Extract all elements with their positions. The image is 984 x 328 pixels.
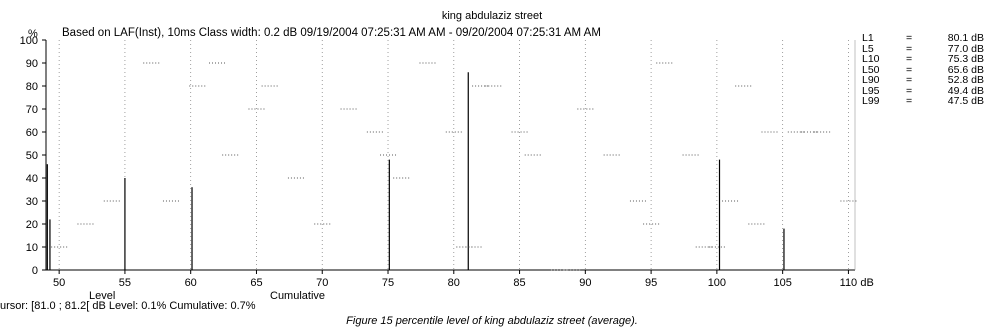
y-tick-label: 60 [26,127,38,139]
stat-label: L90 [862,74,880,86]
percentile-stats: L1 = 80.1 dB L5 = 77.0 dB L10 = 75.3 dB L50 = 65.6 … [862,33,984,107]
stat-equals: = [906,63,913,76]
y-tick-label: 30 [26,196,38,208]
stat-row: L10 = 75.3 dB [862,54,984,65]
cumulative-label: Cumulative [270,290,326,302]
x-tick-label: 50 [53,277,65,289]
y-tick-label: 100 [20,35,38,47]
stat-value: 80.1 dB [947,32,984,44]
stat-equals: = [906,95,913,107]
stat-value: 47.5 dB [947,95,984,107]
chart-subtitle: Based on LAF(Inst), 10ms Class width: 0.… [62,27,601,39]
stat-equals: = [906,32,913,44]
stat-row: L5 = 77.0 dB [862,42,984,55]
stat-row: L1 = 80.1 dB [862,33,984,44]
stat-label: L10 [862,53,880,65]
x-tick-label: 100 [708,277,726,289]
y-tick-label: 20 [26,219,38,231]
chart-title: king abdulaziz street [441,10,543,22]
stat-label: L5 [862,42,874,55]
x-tick-label: 55 [119,277,131,289]
x-tick-label: 65 [250,277,262,289]
x-tick-label: 105 [773,277,791,289]
stat-equals: = [906,42,913,55]
stat-row: L90 = 52.8 dB [862,75,984,86]
stat-equals: = [906,74,913,86]
y-axis-label: % [28,28,38,40]
y-tick-label: 50 [26,150,38,162]
x-tick-label: 60 [185,277,197,289]
stat-value: 77.0 dB [947,42,984,55]
stat-equals: = [906,84,913,97]
stat-value: 75.3 dB [947,53,984,65]
stat-label: L95 [862,84,880,97]
stat-value: 49.4 dB [947,84,984,97]
y-tick-label: 90 [26,58,38,70]
x-tick-label: 110 [840,277,858,289]
stat-equals: = [906,53,913,65]
stat-row: L50 = 65.6 dB [862,63,984,76]
stat-row: L99 = 47.5 dB [862,96,984,107]
x-unit-label: dB [860,277,873,289]
y-tick-label: 10 [26,242,38,254]
level-label: Level [89,290,116,302]
x-tick-label: 70 [316,277,328,289]
stat-label: L50 [862,63,880,76]
x-tick-label: 80 [448,277,460,289]
stat-row: L95 = 49.4 dB [862,84,984,97]
y-tick-label: 40 [26,173,38,185]
cursor-readout: ursor: [81.0 ; 81.2[ dB Level: 0.1% Cumu… [0,300,256,312]
stat-label: L99 [862,95,880,107]
x-tick-label: 75 [382,277,394,289]
stat-label: L1 [862,32,874,44]
y-tick-label: 70 [26,104,38,116]
x-tick-label: 95 [645,277,657,289]
x-tick-label: 85 [513,277,525,289]
y-tick-label: 80 [26,81,38,93]
figure-caption: Figure 15 percentile level of king abdul… [346,315,638,327]
stat-value: 52.8 dB [947,74,984,86]
x-tick-label: 90 [579,277,591,289]
y-tick-label: 0 [32,265,38,277]
stat-value: 65.6 dB [947,63,984,76]
